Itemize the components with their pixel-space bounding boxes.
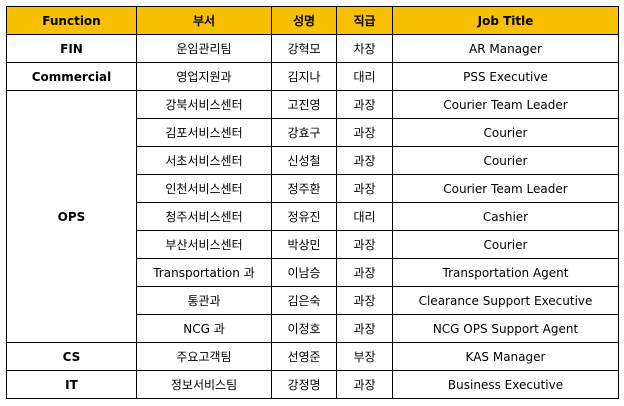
department-cell: 통관과 bbox=[136, 286, 272, 315]
name-cell: 신성철 bbox=[271, 146, 337, 175]
name-cell: 정유진 bbox=[271, 202, 337, 231]
rank-cell: 차장 bbox=[336, 34, 393, 63]
table-row: Transportation 과 이남승 과장 Transportation A… bbox=[7, 258, 619, 287]
table-row: OPS 강북서비스센터 고진영 과장 Courier Team Leader bbox=[6, 90, 619, 343]
name-cell: 선영준 bbox=[271, 342, 337, 371]
job-title-cell: AR Manager bbox=[392, 34, 619, 63]
table-row: NCG 과 이정호 과장 NCG OPS Support Agent bbox=[7, 314, 619, 343]
header-department: 부서 bbox=[136, 6, 272, 35]
department-cell: Transportation 과 bbox=[136, 258, 272, 287]
table-row: 김포서비스센터 강효구 과장 Courier bbox=[7, 118, 619, 147]
staff-table-container: Function 부서 성명 직급 Job Title FIN 운임관리팀 강혁… bbox=[6, 6, 619, 399]
job-title-cell: Courier Team Leader bbox=[392, 90, 619, 119]
table-row: Commercial 영업지원과 김지나 대리 PSS Executive bbox=[6, 62, 619, 91]
function-cell: IT bbox=[6, 370, 137, 399]
rank-cell: 과장 bbox=[336, 370, 393, 399]
table-row: CS 주요고객팀 선영준 부장 KAS Manager bbox=[6, 342, 619, 371]
job-title-cell: Clearance Support Executive bbox=[392, 286, 619, 315]
name-cell: 이남승 bbox=[271, 258, 337, 287]
function-cell: FIN bbox=[6, 34, 137, 63]
department-cell: 서초서비스센터 bbox=[136, 146, 272, 175]
table-row: 통관과 김은숙 과장 Clearance Support Executive bbox=[7, 286, 619, 315]
rank-cell: 대리 bbox=[336, 202, 393, 231]
job-title-cell: NCG OPS Support Agent bbox=[392, 314, 619, 343]
department-cell: 강북서비스센터 bbox=[136, 90, 272, 119]
department-cell: 청주서비스센터 bbox=[136, 202, 272, 231]
job-title-cell: Cashier bbox=[392, 202, 619, 231]
function-cell: CS bbox=[6, 342, 137, 371]
department-cell: 영업지원과 bbox=[136, 62, 272, 91]
table-row: IT 정보서비스팀 강정명 과장 Business Executive bbox=[6, 370, 619, 399]
job-title-cell: Courier bbox=[392, 118, 619, 147]
table-row: 청주서비스센터 정유진 대리 Cashier bbox=[7, 202, 619, 231]
department-cell: 인천서비스센터 bbox=[136, 174, 272, 203]
table-row: 서초서비스센터 신성철 과장 Courier bbox=[7, 146, 619, 175]
function-cell: OPS bbox=[6, 90, 137, 343]
job-title-cell: PSS Executive bbox=[392, 62, 619, 91]
department-cell: 정보서비스팀 bbox=[136, 370, 272, 399]
job-title-cell: Courier Team Leader bbox=[392, 174, 619, 203]
department-cell: NCG 과 bbox=[136, 314, 272, 343]
header-rank: 직급 bbox=[336, 6, 393, 35]
table-row: 인천서비스센터 정주환 과장 Courier Team Leader bbox=[7, 174, 619, 203]
name-cell: 김지나 bbox=[271, 62, 337, 91]
name-cell: 김은숙 bbox=[271, 286, 337, 315]
job-title-cell: Business Executive bbox=[392, 370, 619, 399]
table-row: 부산서비스센터 박상민 과장 Courier bbox=[7, 230, 619, 259]
name-cell: 이정호 bbox=[271, 314, 337, 343]
rank-cell: 과장 bbox=[336, 174, 393, 203]
function-cell: Commercial bbox=[6, 62, 137, 91]
name-cell: 강혁모 bbox=[271, 34, 337, 63]
header-name: 성명 bbox=[271, 6, 337, 35]
job-title-cell: Transportation Agent bbox=[392, 258, 619, 287]
department-cell: 김포서비스센터 bbox=[136, 118, 272, 147]
job-title-cell: KAS Manager bbox=[392, 342, 619, 371]
name-cell: 강정명 bbox=[271, 370, 337, 399]
header-row: Function 부서 성명 직급 Job Title bbox=[6, 6, 619, 35]
rank-cell: 과장 bbox=[336, 90, 393, 119]
name-cell: 강효구 bbox=[271, 118, 337, 147]
rank-cell: 대리 bbox=[336, 62, 393, 91]
department-cell: 운임관리팀 bbox=[136, 34, 272, 63]
name-cell: 박상민 bbox=[271, 230, 337, 259]
department-cell: 부산서비스센터 bbox=[136, 230, 272, 259]
header-function: Function bbox=[6, 6, 137, 35]
staff-table: Function 부서 성명 직급 Job Title FIN 운임관리팀 강혁… bbox=[6, 6, 619, 399]
rank-cell: 부장 bbox=[336, 342, 393, 371]
name-cell: 고진영 bbox=[271, 90, 337, 119]
rank-cell: 과장 bbox=[336, 230, 393, 259]
rank-cell: 과장 bbox=[336, 258, 393, 287]
department-cell: 주요고객팀 bbox=[136, 342, 272, 371]
job-title-cell: Courier bbox=[392, 230, 619, 259]
rank-cell: 과장 bbox=[336, 146, 393, 175]
table-row: FIN 운임관리팀 강혁모 차장 AR Manager bbox=[6, 34, 619, 63]
rank-cell: 과장 bbox=[336, 286, 393, 315]
header-job-title: Job Title bbox=[392, 6, 619, 35]
rank-cell: 과장 bbox=[336, 118, 393, 147]
rank-cell: 과장 bbox=[336, 314, 393, 343]
name-cell: 정주환 bbox=[271, 174, 337, 203]
job-title-cell: Courier bbox=[392, 146, 619, 175]
